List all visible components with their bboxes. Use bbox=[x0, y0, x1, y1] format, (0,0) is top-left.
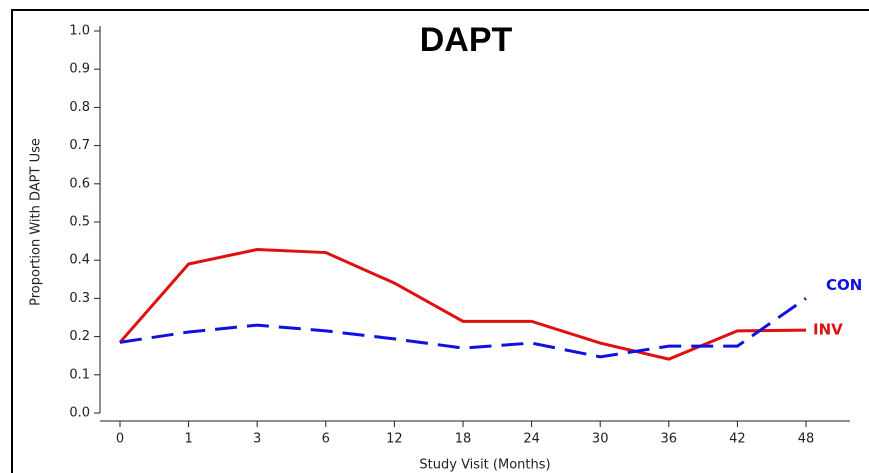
y-tick-label: 0.3 bbox=[69, 291, 90, 306]
x-tick-label: 6 bbox=[322, 432, 330, 447]
y-tick-label: 1.0 bbox=[69, 24, 90, 39]
y-tick-label: 0.4 bbox=[69, 253, 90, 268]
series-label: CON bbox=[826, 276, 862, 294]
y-tick-label: 0.0 bbox=[69, 406, 90, 421]
x-tick-label: 30 bbox=[592, 432, 609, 447]
series-line bbox=[118, 247, 807, 361]
y-tick-label: 0.8 bbox=[69, 100, 90, 115]
x-tick-label: 18 bbox=[455, 432, 472, 447]
chart-title: DAPT bbox=[420, 21, 513, 59]
x-tick-label: 42 bbox=[729, 432, 746, 447]
y-tick-label: 0.5 bbox=[69, 215, 90, 230]
y-tick-label: 0.6 bbox=[69, 176, 90, 191]
x-tick-label: 48 bbox=[798, 432, 815, 447]
y-tick-label: 0.9 bbox=[69, 62, 90, 77]
x-tick-label: 1 bbox=[184, 432, 192, 447]
x-tick-label: 24 bbox=[523, 432, 540, 447]
x-tick-label: 0 bbox=[116, 432, 124, 447]
y-tick-label: 0.7 bbox=[69, 138, 90, 153]
frame bbox=[11, 9, 869, 473]
y-tick-label: 0.2 bbox=[69, 329, 90, 344]
x-tick-label: 12 bbox=[386, 432, 403, 447]
x-tick-label: 3 bbox=[253, 432, 261, 447]
x-tick-label: 36 bbox=[661, 432, 678, 447]
series-label: INV bbox=[813, 321, 843, 339]
y-axis-label: Proportion With DAPT Use bbox=[29, 138, 44, 306]
x-axis-label: Study Visit (Months) bbox=[419, 458, 550, 473]
series-line bbox=[119, 297, 807, 359]
y-tick-label: 0.1 bbox=[69, 367, 90, 382]
